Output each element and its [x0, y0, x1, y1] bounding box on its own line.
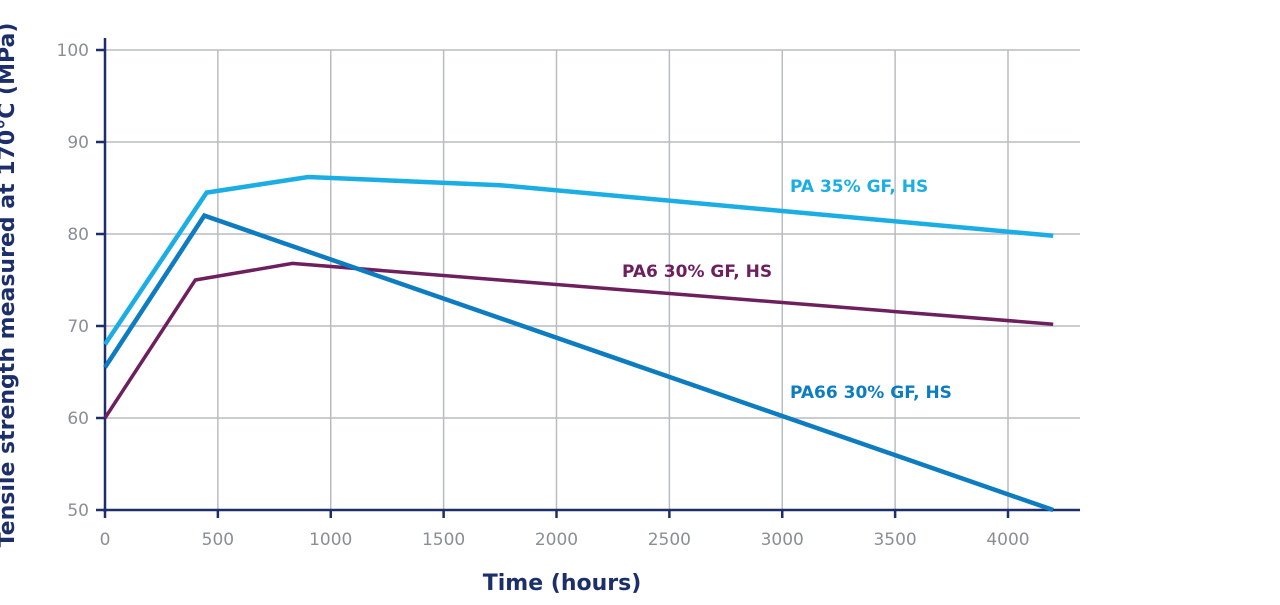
- y-tick-label-100: 100: [57, 41, 89, 61]
- series-label-pa6-30-gf-hs: PA6 30% GF, HS: [622, 262, 772, 282]
- x-tick-labels: 0 500 1000 1500 2000 2500 3000 3500 4000: [100, 530, 1030, 550]
- y-tick-label-60: 60: [67, 409, 89, 429]
- x-tick-label-4000: 4000: [986, 530, 1029, 550]
- x-tick-label-1500: 1500: [422, 530, 465, 550]
- y-tick-label-80: 80: [67, 225, 89, 245]
- series-label-pa66-30-gf-hs: PA66 30% GF, HS: [790, 383, 952, 403]
- x-tick-label-500: 500: [202, 530, 234, 550]
- grid: [105, 49, 1080, 510]
- series-label-pa-35-gf-hs: PA 35% GF, HS: [790, 177, 928, 197]
- y-tick-label-70: 70: [67, 317, 89, 337]
- x-tick-label-2000: 2000: [535, 530, 578, 550]
- y-tick-label-50: 50: [67, 501, 89, 521]
- y-tick-label-90: 90: [67, 133, 89, 153]
- y-axis-title: Tensile strength measured at 170°C (MPa): [0, 23, 20, 548]
- x-tick-label-3000: 3000: [761, 530, 804, 550]
- series-line-pa66-30-gf-hs: [103, 212, 1054, 513]
- series-lines: [103, 174, 1054, 513]
- series-line-pa6-30-gf-hs: [103, 261, 1054, 419]
- series-labels: PA 35% GF, HS PA6 30% GF, HS PA66 30% GF, …: [622, 177, 952, 403]
- y-tick-labels: 50 60 70 80 90 100: [57, 41, 89, 521]
- axes: [96, 38, 1080, 518]
- x-tick-label-3500: 3500: [873, 530, 916, 550]
- x-axis-title: Time (hours): [483, 571, 642, 596]
- x-tick-label-1000: 1000: [309, 530, 352, 550]
- x-tick-label-0: 0: [100, 530, 111, 550]
- x-tick-label-2500: 2500: [648, 530, 691, 550]
- series-line-pa-35-gf-hs: [103, 174, 1054, 346]
